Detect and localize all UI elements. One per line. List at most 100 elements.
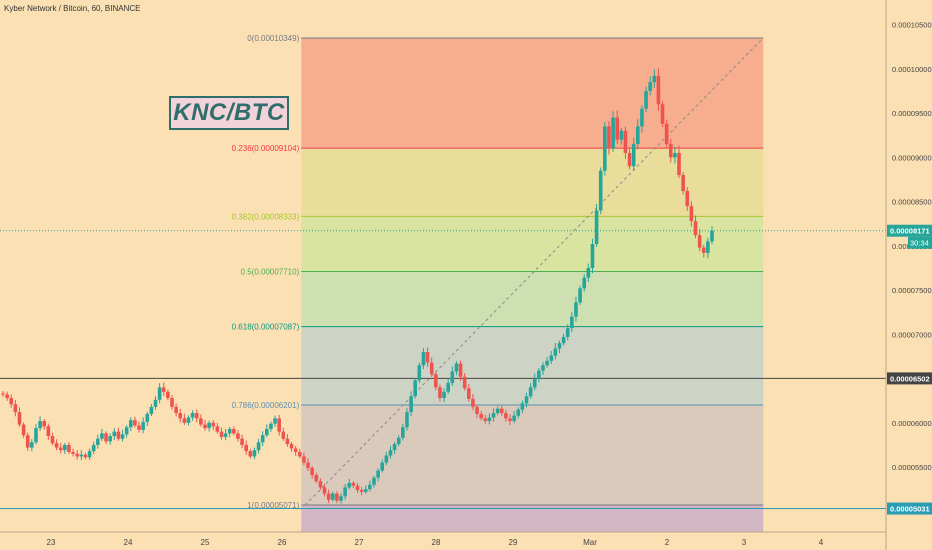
candle-body xyxy=(248,451,253,457)
candle-body xyxy=(293,448,298,453)
x-tick-label: 4 xyxy=(819,538,824,547)
candle-body xyxy=(644,90,648,109)
candle-body xyxy=(438,387,442,399)
candle-body xyxy=(236,433,240,439)
candle-body xyxy=(466,388,471,399)
candle-body xyxy=(91,444,96,452)
candle-body xyxy=(5,394,9,399)
x-tick-label: 23 xyxy=(47,538,56,547)
candle-body xyxy=(219,431,224,437)
candle-body xyxy=(479,413,483,419)
candle-body xyxy=(429,362,434,375)
candle-body xyxy=(376,470,380,478)
candle-body xyxy=(318,481,323,488)
candle-body xyxy=(1,393,5,395)
candle-body xyxy=(528,387,533,397)
y-tick-label: 0.00010500 xyxy=(892,21,932,30)
candle-body xyxy=(232,428,236,434)
candle-body xyxy=(409,396,413,413)
chart-header: Kyber Network / Bitcoin, 60, BINANCE xyxy=(4,4,141,13)
candle-body xyxy=(388,450,393,456)
x-tick-label: 2 xyxy=(665,538,670,547)
candle-body xyxy=(487,417,492,422)
candle-body xyxy=(607,126,611,149)
candle-body xyxy=(594,210,599,245)
fib-zone xyxy=(301,271,764,327)
candle-body xyxy=(141,421,145,430)
candle-body xyxy=(63,444,67,451)
candle-body xyxy=(384,455,389,463)
candle-body xyxy=(21,424,26,436)
candle-body xyxy=(450,371,455,383)
candle-body xyxy=(516,409,521,416)
candle-body xyxy=(363,489,368,492)
candle-body xyxy=(100,433,104,439)
candle-body xyxy=(541,365,545,371)
candle-body xyxy=(120,434,125,439)
pair-badge: KNC/BTC xyxy=(169,96,289,130)
candle-body xyxy=(603,126,607,171)
candle-body xyxy=(244,444,249,452)
candle-body xyxy=(462,376,467,389)
candle-body xyxy=(413,380,418,397)
x-tick-label: 3 xyxy=(742,538,747,547)
price-axis xyxy=(886,0,932,550)
candle-body xyxy=(186,417,191,423)
fib-zone xyxy=(301,405,764,505)
candle-body xyxy=(454,363,459,372)
x-tick-label: 25 xyxy=(201,538,210,547)
candle-body xyxy=(281,431,286,439)
candle-body xyxy=(124,427,129,435)
candle-body xyxy=(434,374,438,388)
candle-body xyxy=(256,442,261,451)
candle-body xyxy=(561,336,566,344)
candle-body xyxy=(133,420,137,426)
candle-body xyxy=(190,413,195,418)
fib-label: 0(0.00010349) xyxy=(247,34,299,43)
candle-body xyxy=(13,404,18,413)
candle-body xyxy=(137,425,141,430)
candle-body xyxy=(475,406,479,414)
candle-body xyxy=(277,418,281,432)
candle-body xyxy=(34,428,38,443)
candle-body xyxy=(372,477,376,485)
candle-body xyxy=(590,244,595,268)
candle-body xyxy=(689,206,694,222)
candle-body xyxy=(504,413,508,419)
y-tick-label: 0.00009000 xyxy=(892,153,932,162)
fib-label: 0.236(0.00009104) xyxy=(232,144,300,153)
candle-body xyxy=(260,435,265,443)
candle-body xyxy=(598,170,603,211)
candle-body xyxy=(182,418,187,423)
candle-body xyxy=(697,235,702,248)
candle-body xyxy=(565,328,570,337)
fib-label: 1(0.00005071) xyxy=(247,501,299,510)
candle-body xyxy=(380,462,385,471)
candle-body xyxy=(83,454,88,458)
candle-body xyxy=(574,302,578,317)
y-tick-label: 0.00010000 xyxy=(892,65,932,74)
current-price-tag-text: 0.00008171 xyxy=(890,227,930,236)
candle-body xyxy=(104,433,108,442)
candle-body xyxy=(392,444,397,451)
candle-body xyxy=(495,408,500,414)
candle-body xyxy=(194,413,199,419)
candle-body xyxy=(681,175,685,191)
candle-body xyxy=(71,452,75,454)
candle-body xyxy=(582,277,587,289)
candle-body xyxy=(685,190,690,207)
candle-body xyxy=(87,451,92,458)
candle-body xyxy=(306,462,310,468)
candle-body xyxy=(269,423,273,429)
y-tick-label: 0.00006000 xyxy=(892,419,932,428)
x-tick-label: 24 xyxy=(124,538,133,547)
candle-body xyxy=(611,117,615,149)
candle-body xyxy=(693,221,698,236)
candle-body xyxy=(108,436,112,442)
candle-body xyxy=(157,387,162,400)
candle-body xyxy=(174,406,178,414)
pair-badge-text: KNC/BTC xyxy=(173,99,285,126)
candle-body xyxy=(508,418,512,422)
